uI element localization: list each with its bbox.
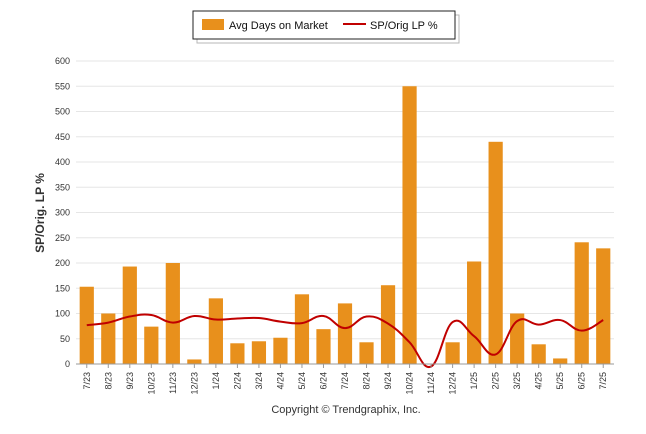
x-tick-label: 9/23	[125, 372, 135, 390]
copyright-credit: Copyright © Trendgraphix, Inc.	[271, 404, 420, 416]
bar	[187, 359, 202, 364]
bar	[230, 343, 245, 364]
y-tick-label: 550	[55, 81, 70, 91]
bar	[294, 294, 310, 364]
x-tick-label: 5/25	[555, 372, 565, 390]
x-tick-label: 4/24	[275, 372, 285, 390]
x-tick-label: 9/24	[383, 372, 393, 390]
x-tick-label: 2/24	[232, 372, 242, 390]
y-tick-label: 100	[55, 309, 70, 319]
y-tick-label: 300	[55, 208, 70, 218]
y-tick-label: 450	[55, 132, 70, 142]
y-tick-label: 250	[55, 233, 70, 243]
x-tick-label: 11/24	[426, 372, 436, 394]
x-tick-label: 2/25	[491, 372, 501, 390]
x-tick-label: 12/24	[448, 372, 458, 395]
x-tick-label: 1/24	[211, 372, 221, 390]
x-tick-label: 12/23	[189, 372, 199, 395]
y-axis-label: SP/Orig. LP %	[33, 173, 47, 253]
x-tick-label: 8/24	[362, 372, 372, 390]
bar	[208, 298, 223, 364]
x-tick-label: 7/25	[598, 372, 608, 390]
bar	[531, 344, 546, 364]
x-tick-label: 3/24	[254, 372, 264, 390]
legend-swatch-bar	[202, 19, 224, 30]
x-tick-label: 10/23	[146, 372, 156, 395]
bar	[359, 342, 374, 364]
bar	[251, 341, 267, 364]
bar	[273, 337, 288, 364]
bar	[122, 266, 137, 364]
x-tick-label: 5/24	[297, 372, 307, 390]
x-tick-label: 11/23	[168, 372, 178, 394]
bar	[402, 86, 417, 364]
x-tick-label: 6/24	[318, 372, 328, 390]
bar	[574, 242, 589, 364]
y-tick-label: 600	[55, 56, 70, 66]
legend: Avg Days on Market SP/Orig LP %	[192, 10, 460, 44]
bar	[553, 358, 568, 364]
bar-series	[79, 86, 611, 364]
y-tick-label: 500	[55, 107, 70, 117]
line-series	[86, 313, 604, 368]
legend-box	[192, 10, 456, 40]
bar	[79, 286, 94, 364]
bar	[101, 313, 116, 364]
x-tick-label: 6/25	[577, 372, 587, 390]
bar	[165, 263, 180, 364]
legend-label-bar: Avg Days on Market	[229, 20, 328, 32]
y-tick-label: 200	[55, 258, 70, 268]
sp-orig-lp-line	[86, 313, 604, 368]
y-tick-label: 350	[55, 182, 70, 192]
y-tick-labels: 0 50 100 150 200 250 300 350 400 450 500 550 600	[55, 56, 70, 369]
x-tick-label: 7/24	[340, 372, 350, 390]
x-tick-label: 8/23	[103, 372, 113, 390]
x-tick-labels: 7/23 8/23 9/23 10/23 11/23 12/23 1/24 2/24 3/24 4…	[82, 372, 608, 395]
bar	[445, 342, 460, 364]
y-tick-label: 0	[65, 359, 70, 369]
x-tick-label: 1/25	[469, 372, 479, 390]
y-tick-label: 50	[60, 334, 70, 344]
x-tick-label: 3/25	[512, 372, 522, 390]
y-tick-label: 150	[55, 283, 70, 293]
x-tick-label: 7/23	[82, 372, 92, 390]
x-tick-label: 10/24	[405, 372, 415, 395]
bar	[488, 141, 503, 364]
bar	[144, 326, 159, 364]
bar	[467, 261, 482, 364]
y-tick-label: 400	[55, 157, 70, 167]
legend-label-line: SP/Orig LP %	[370, 20, 438, 32]
x-tick-label: 4/25	[534, 372, 544, 390]
bar	[337, 303, 353, 364]
bar	[596, 248, 611, 364]
axes	[76, 363, 614, 368]
bar	[316, 329, 331, 364]
grid-lines	[76, 60, 614, 365]
